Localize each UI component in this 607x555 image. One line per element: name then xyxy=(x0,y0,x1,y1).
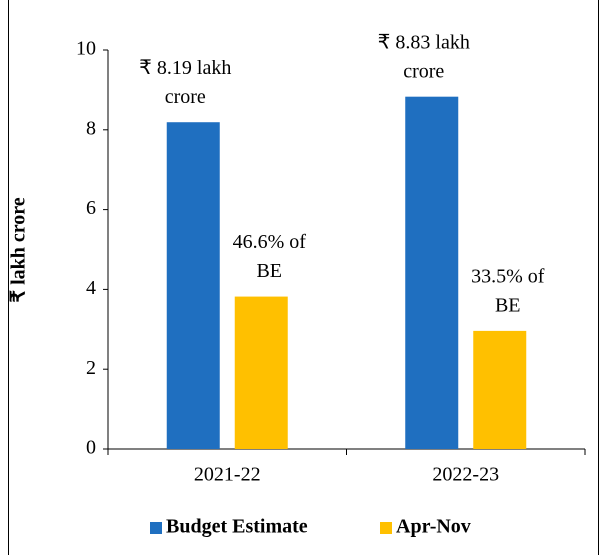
data-label: ₹ 8.83 lakh xyxy=(378,31,470,53)
bar xyxy=(234,296,288,449)
data-label: crore xyxy=(403,60,444,82)
y-tick-label: 4 xyxy=(86,277,96,299)
annotation: 33.5% of xyxy=(471,265,545,287)
chart-border xyxy=(8,0,599,555)
bar xyxy=(405,96,459,450)
bar xyxy=(473,330,527,449)
annotation: BE xyxy=(256,260,282,282)
data-label: crore xyxy=(165,86,206,108)
annotation: 46.6% of xyxy=(233,231,307,253)
y-tick-label: 0 xyxy=(86,437,96,459)
legend-swatch xyxy=(150,522,162,534)
y-axis-label: ₹ lakh crore xyxy=(8,197,30,302)
y-tick-label: 8 xyxy=(86,117,96,139)
y-tick-label: 6 xyxy=(86,197,96,219)
y-tick-label: 2 xyxy=(86,357,96,379)
legend-swatch xyxy=(380,522,392,534)
annotation: BE xyxy=(495,294,521,316)
legend-label: Apr-Nov xyxy=(396,516,471,538)
legend-label: Budget Estimate xyxy=(166,516,308,538)
x-tick-label: 2022-23 xyxy=(432,464,499,486)
x-tick-label: 2021-22 xyxy=(194,464,261,486)
bar xyxy=(166,122,220,450)
y-tick-label: 10 xyxy=(76,38,96,60)
data-label: ₹ 8.19 lakh xyxy=(139,57,231,79)
